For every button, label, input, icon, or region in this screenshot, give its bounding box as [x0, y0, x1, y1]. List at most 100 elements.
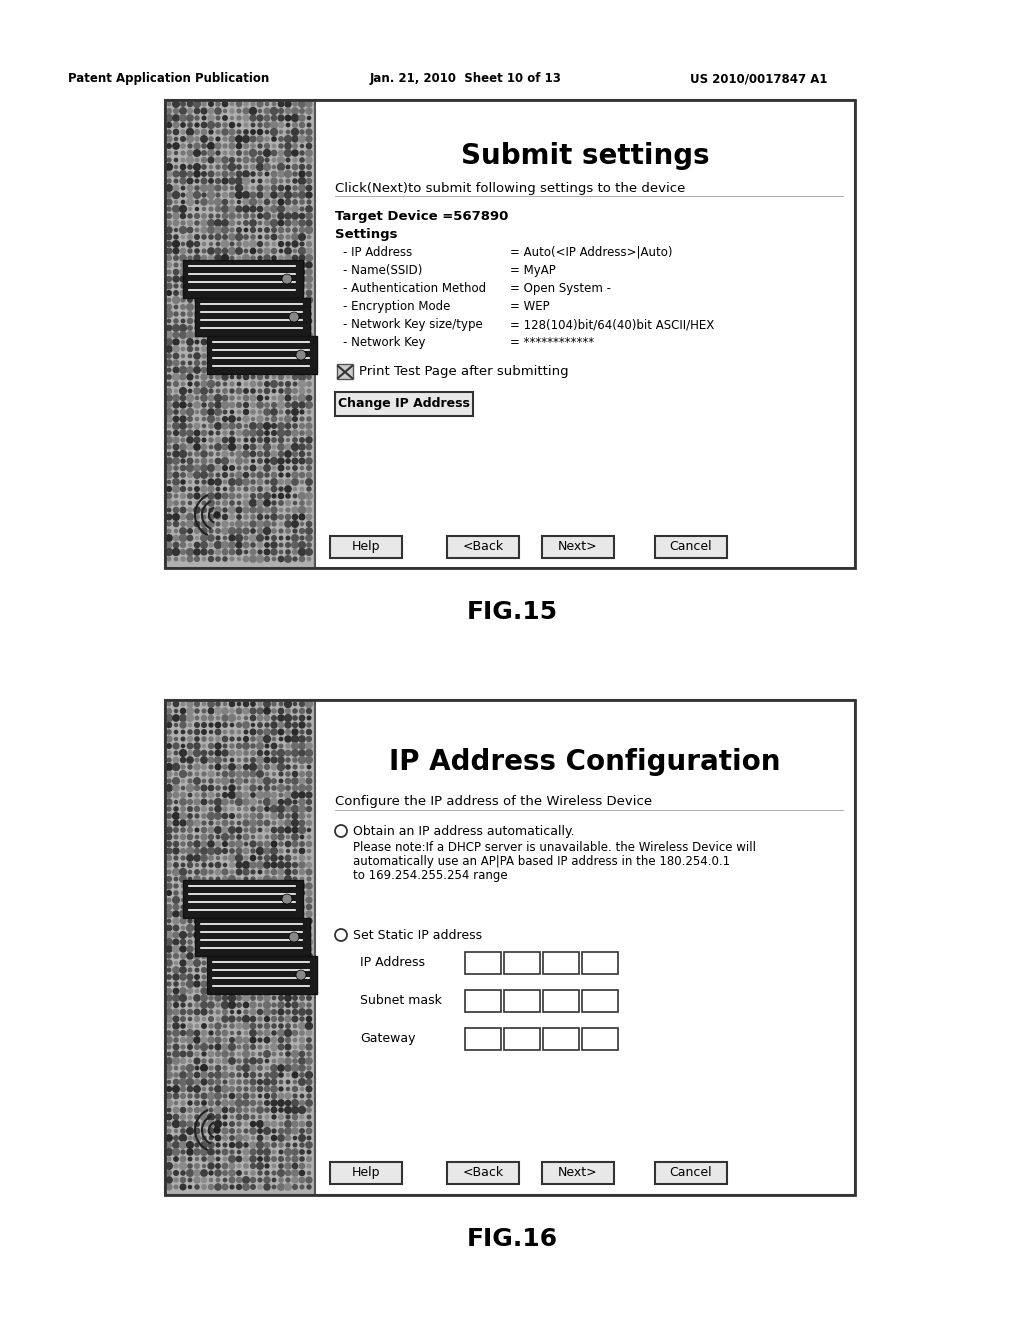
Circle shape [307, 1150, 311, 1154]
Circle shape [230, 1011, 233, 1014]
Circle shape [293, 228, 297, 232]
Circle shape [271, 828, 276, 833]
Circle shape [179, 227, 186, 234]
Circle shape [208, 269, 214, 275]
Circle shape [245, 271, 248, 273]
Circle shape [258, 466, 262, 470]
Circle shape [293, 102, 297, 106]
Circle shape [306, 213, 312, 219]
Circle shape [292, 520, 298, 527]
Circle shape [279, 800, 284, 804]
Circle shape [270, 458, 278, 465]
Circle shape [279, 1143, 284, 1147]
Circle shape [215, 346, 221, 352]
Circle shape [293, 968, 297, 972]
Circle shape [294, 502, 297, 504]
Circle shape [257, 206, 263, 211]
Circle shape [237, 242, 241, 246]
Circle shape [222, 813, 227, 818]
Circle shape [202, 438, 206, 442]
Circle shape [257, 535, 263, 541]
Circle shape [216, 1164, 220, 1168]
Circle shape [306, 396, 311, 400]
Circle shape [222, 396, 227, 400]
Circle shape [238, 201, 241, 203]
Circle shape [216, 906, 220, 908]
Circle shape [271, 1086, 278, 1092]
Circle shape [299, 820, 305, 826]
Text: Print Test Page after submitting: Print Test Page after submitting [359, 366, 568, 378]
Circle shape [167, 989, 171, 994]
Circle shape [236, 191, 243, 198]
Circle shape [257, 756, 263, 763]
Circle shape [251, 248, 256, 253]
Circle shape [306, 242, 311, 247]
Circle shape [250, 107, 256, 115]
Circle shape [251, 326, 255, 330]
Circle shape [196, 968, 199, 972]
Circle shape [280, 793, 283, 797]
Text: Submit settings: Submit settings [461, 143, 710, 170]
Circle shape [196, 828, 199, 832]
Circle shape [196, 284, 199, 288]
Circle shape [229, 487, 234, 491]
Circle shape [264, 1184, 270, 1191]
Circle shape [258, 1031, 262, 1035]
Circle shape [279, 729, 284, 735]
Circle shape [223, 508, 227, 512]
Circle shape [285, 248, 291, 255]
Circle shape [278, 157, 285, 164]
Circle shape [280, 1052, 283, 1056]
Circle shape [173, 945, 179, 953]
Circle shape [265, 982, 269, 986]
Circle shape [244, 459, 248, 463]
Circle shape [286, 424, 291, 429]
Circle shape [251, 494, 255, 499]
Circle shape [299, 227, 304, 232]
Circle shape [222, 925, 227, 931]
Circle shape [223, 787, 226, 789]
Circle shape [228, 248, 236, 255]
Circle shape [166, 1148, 172, 1155]
Circle shape [216, 779, 220, 783]
Text: Configure the IP address of the Wireless Device: Configure the IP address of the Wireless… [335, 795, 652, 808]
Circle shape [216, 102, 220, 106]
Circle shape [299, 549, 305, 556]
Circle shape [286, 500, 291, 506]
Circle shape [180, 946, 186, 952]
Circle shape [272, 1115, 275, 1119]
Circle shape [258, 199, 262, 205]
Circle shape [209, 131, 213, 133]
Circle shape [166, 136, 172, 141]
Circle shape [306, 953, 312, 960]
Circle shape [188, 730, 193, 734]
Circle shape [300, 946, 304, 950]
Circle shape [299, 255, 305, 261]
Circle shape [265, 536, 268, 540]
Circle shape [222, 1044, 228, 1049]
Circle shape [179, 994, 186, 1002]
Circle shape [280, 933, 283, 937]
Circle shape [264, 1121, 270, 1127]
Circle shape [173, 486, 179, 492]
Circle shape [202, 129, 207, 135]
Circle shape [186, 198, 194, 206]
Circle shape [306, 360, 311, 366]
Circle shape [306, 968, 311, 973]
Circle shape [265, 347, 269, 351]
Circle shape [181, 863, 184, 867]
Circle shape [244, 165, 248, 169]
Circle shape [180, 1051, 185, 1057]
Circle shape [215, 339, 221, 345]
Circle shape [181, 102, 185, 106]
Circle shape [238, 1164, 241, 1168]
Circle shape [271, 354, 276, 359]
Circle shape [286, 912, 291, 916]
Circle shape [245, 550, 248, 553]
Circle shape [250, 1002, 256, 1008]
Circle shape [236, 1036, 243, 1043]
Circle shape [166, 1114, 172, 1119]
Circle shape [187, 430, 193, 436]
Circle shape [209, 808, 213, 810]
Circle shape [279, 150, 284, 156]
